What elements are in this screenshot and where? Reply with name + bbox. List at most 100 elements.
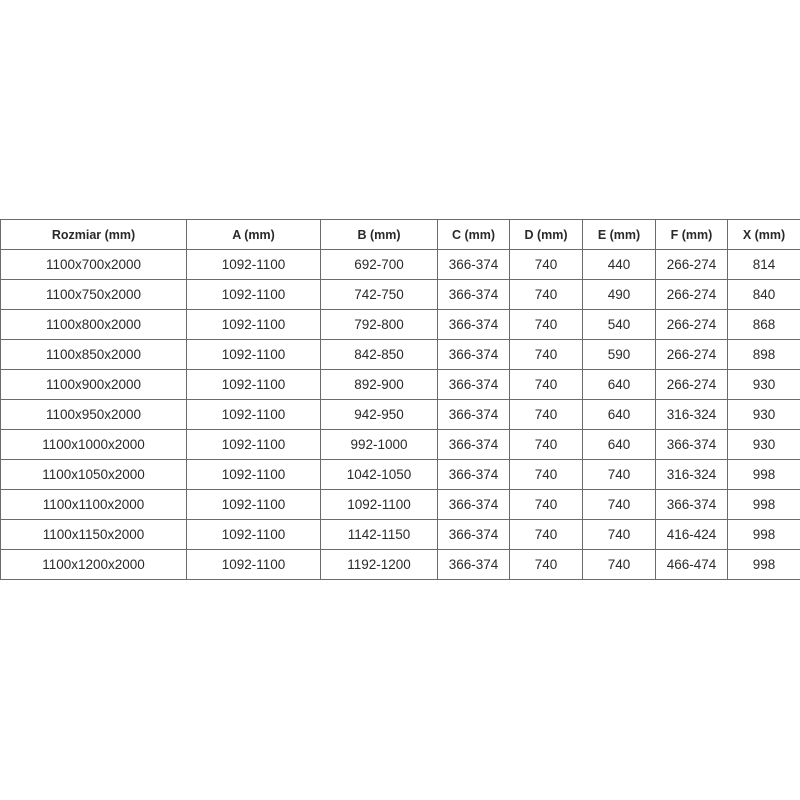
cell-e: 740 (582, 489, 656, 520)
cell-c: 366-374 (437, 489, 510, 520)
cell-b: 692-700 (320, 249, 438, 280)
cell-x: 930 (727, 399, 800, 430)
cell-c: 366-374 (437, 279, 510, 310)
cell-f: 366-374 (655, 489, 728, 520)
cell-x: 998 (727, 519, 800, 550)
cell-d: 740 (509, 489, 583, 520)
cell-e: 440 (582, 249, 656, 280)
cell-size: 1100x950x2000 (0, 399, 187, 430)
cell-size: 1100x1000x2000 (0, 429, 187, 460)
cell-x: 840 (727, 279, 800, 310)
cell-size: 1100x800x2000 (0, 309, 187, 340)
cell-x: 898 (727, 339, 800, 370)
cell-b: 1192-1200 (320, 549, 438, 580)
cell-b: 1142-1150 (320, 519, 438, 550)
cell-e: 590 (582, 339, 656, 370)
cell-x: 998 (727, 549, 800, 580)
cell-x: 868 (727, 309, 800, 340)
cell-d: 740 (509, 339, 583, 370)
table-row: 1100x950x2000 1092-1100 942-950 366-374 740 6… (0, 399, 800, 430)
cell-b: 842-850 (320, 339, 438, 370)
cell-size: 1100x1050x2000 (0, 459, 187, 490)
cell-b: 792-800 (320, 309, 438, 340)
cell-a: 1092-1100 (186, 459, 321, 490)
cell-size: 1100x850x2000 (0, 339, 187, 370)
table-row: 1100x750x2000 1092-1100 742-750 366-374 740 4… (0, 279, 800, 310)
cell-a: 1092-1100 (186, 489, 321, 520)
cell-a: 1092-1100 (186, 249, 321, 280)
table-row: 1100x1200x2000 1092-1100 1192-1200 366-374 7… (0, 549, 800, 580)
column-header-size: Rozmiar (mm) (0, 219, 187, 250)
dimensions-table: Rozmiar (mm) A (mm) B (mm) C (mm) D (mm) E (m… (0, 219, 800, 580)
cell-c: 366-374 (437, 459, 510, 490)
cell-b: 1042-1050 (320, 459, 438, 490)
cell-d: 740 (509, 519, 583, 550)
cell-e: 740 (582, 519, 656, 550)
cell-size: 1100x1150x2000 (0, 519, 187, 550)
table-row: 1100x1150x2000 1092-1100 1142-1150 366-374 7… (0, 519, 800, 550)
column-header-a: A (mm) (186, 219, 321, 250)
cell-x: 998 (727, 459, 800, 490)
cell-c: 366-374 (437, 369, 510, 400)
cell-c: 366-374 (437, 249, 510, 280)
cell-a: 1092-1100 (186, 309, 321, 340)
cell-d: 740 (509, 429, 583, 460)
table-row: 1100x800x2000 1092-1100 792-800 366-374 740 5… (0, 309, 800, 340)
column-header-e: E (mm) (582, 219, 656, 250)
cell-b: 892-900 (320, 369, 438, 400)
cell-e: 640 (582, 399, 656, 430)
cell-f: 316-324 (655, 399, 728, 430)
cell-b: 742-750 (320, 279, 438, 310)
cell-a: 1092-1100 (186, 279, 321, 310)
cell-f: 316-324 (655, 459, 728, 490)
cell-x: 930 (727, 429, 800, 460)
cell-x: 814 (727, 249, 800, 280)
cell-c: 366-374 (437, 309, 510, 340)
cell-d: 740 (509, 549, 583, 580)
cell-b: 1092-1100 (320, 489, 438, 520)
cell-a: 1092-1100 (186, 519, 321, 550)
cell-a: 1092-1100 (186, 399, 321, 430)
cell-e: 540 (582, 309, 656, 340)
cell-d: 740 (509, 279, 583, 310)
cell-x: 998 (727, 489, 800, 520)
cell-c: 366-374 (437, 429, 510, 460)
cell-a: 1092-1100 (186, 369, 321, 400)
cell-c: 366-374 (437, 519, 510, 550)
column-header-d: D (mm) (509, 219, 583, 250)
table-row: 1100x900x2000 1092-1100 892-900 366-374 740 6… (0, 369, 800, 400)
cell-size: 1100x1200x2000 (0, 549, 187, 580)
cell-e: 640 (582, 429, 656, 460)
cell-size: 1100x1100x2000 (0, 489, 187, 520)
cell-f: 266-274 (655, 249, 728, 280)
cell-f: 366-374 (655, 429, 728, 460)
cell-f: 466-474 (655, 549, 728, 580)
cell-f: 266-274 (655, 309, 728, 340)
cell-size: 1100x750x2000 (0, 279, 187, 310)
table-row: 1100x1050x2000 1092-1100 1042-1050 366-374 7… (0, 459, 800, 490)
cell-x: 930 (727, 369, 800, 400)
cell-f: 416-424 (655, 519, 728, 550)
cell-f: 266-274 (655, 339, 728, 370)
cell-e: 740 (582, 459, 656, 490)
cell-d: 740 (509, 399, 583, 430)
table-row: 1100x700x2000 1092-1100 692-700 366-374 740 4… (0, 249, 800, 280)
column-header-x: X (mm) (727, 219, 800, 250)
cell-size: 1100x700x2000 (0, 249, 187, 280)
column-header-c: C (mm) (437, 219, 510, 250)
cell-b: 992-1000 (320, 429, 438, 460)
cell-f: 266-274 (655, 369, 728, 400)
cell-f: 266-274 (655, 279, 728, 310)
cell-a: 1092-1100 (186, 429, 321, 460)
cell-e: 490 (582, 279, 656, 310)
cell-d: 740 (509, 459, 583, 490)
cell-c: 366-374 (437, 339, 510, 370)
cell-d: 740 (509, 369, 583, 400)
table-row: 1100x1100x2000 1092-1100 1092-1100 366-374 7… (0, 489, 800, 520)
cell-a: 1092-1100 (186, 549, 321, 580)
table-row: 1100x1000x2000 1092-1100 992-1000 366-374 74… (0, 429, 800, 460)
column-header-f: F (mm) (655, 219, 728, 250)
column-header-b: B (mm) (320, 219, 438, 250)
table-row: 1100x850x2000 1092-1100 842-850 366-374 740 5… (0, 339, 800, 370)
table-header-row: Rozmiar (mm) A (mm) B (mm) C (mm) D (mm) E (m… (0, 219, 800, 250)
